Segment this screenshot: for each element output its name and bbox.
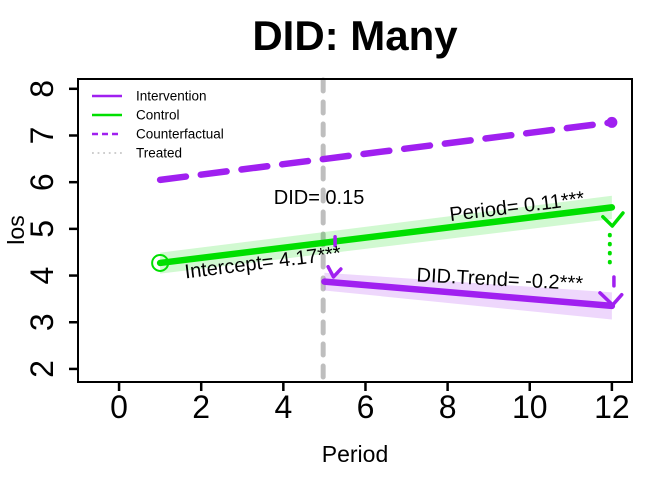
legend-label-control: Control	[136, 108, 180, 123]
series-control-start-circle	[151, 253, 170, 272]
annotation-text: DID= 0.15	[274, 187, 365, 209]
plot-box	[77, 78, 633, 383]
x-tick-label: 0	[110, 389, 128, 425]
y-tick-label: 2	[24, 360, 60, 378]
legend-label-intervention: Intervention	[136, 89, 207, 104]
y-tick-label: 5	[24, 220, 60, 238]
series-counterfactual-line	[156, 119, 616, 184]
y-tick-label: 6	[24, 173, 60, 191]
legend-label-treated: Treated	[136, 146, 182, 161]
series-counterfactual-end-dot	[606, 116, 618, 128]
y-axis-label: los	[3, 215, 29, 244]
series-intervention-line	[321, 278, 616, 310]
x-tick-label: 10	[512, 389, 548, 425]
x-tick-label: 8	[439, 389, 457, 425]
chart-title: DID: Many	[252, 12, 458, 59]
purple-arrowhead-start	[326, 264, 343, 279]
y-tick-label: 7	[24, 127, 60, 145]
x-tick-label: 4	[274, 389, 292, 425]
legend-label-counterfactual: Counterfactual	[136, 127, 224, 142]
purple-arrowhead-end	[598, 291, 624, 307]
green-arrowhead	[601, 211, 625, 228]
x-tick-label: 2	[192, 389, 210, 425]
series-control-line	[156, 204, 616, 267]
x-axis-label: Period	[322, 441, 388, 467]
y-tick-label: 8	[24, 80, 60, 98]
y-tick-label: 4	[24, 267, 60, 285]
y-tick-label: 3	[24, 313, 60, 331]
x-tick-label: 12	[594, 389, 630, 425]
x-tick-label: 6	[357, 389, 375, 425]
